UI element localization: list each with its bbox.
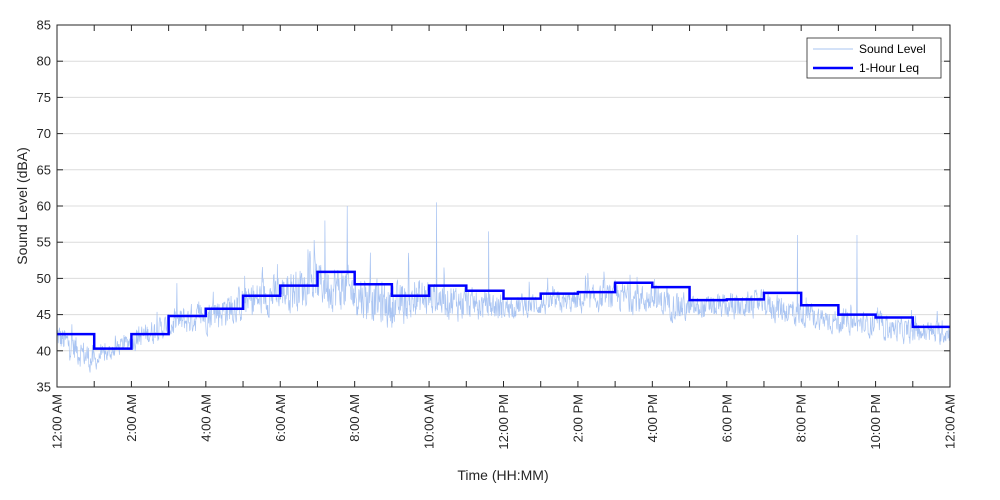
legend-box — [806, 37, 942, 79]
x-tick-label: 10:00 AM — [422, 394, 437, 449]
x-tick-label: 12:00 AM — [943, 394, 958, 449]
y-tick-label: 55 — [37, 235, 51, 250]
x-tick-label: 12:00 AM — [50, 394, 65, 449]
legend: Sound Level 1-Hour Leq — [806, 37, 942, 79]
x-tick-label: 2:00 PM — [570, 394, 585, 442]
y-axis-title: Sound Level (dBA) — [14, 147, 30, 265]
sound-level-series — [56, 202, 951, 373]
y-tick-label: 65 — [37, 162, 51, 177]
x-tick-labels: 12:00 AM 2:00 AM 4:00 AM 6:00 AM 8:00 AM 10:0… — [50, 394, 958, 450]
legend-label-leq: 1-Hour Leq — [859, 61, 919, 75]
y-tick-labels: 35 40 45 50 55 60 65 70 75 80 85 — [37, 18, 51, 395]
x-tick-label: 8:00 AM — [347, 394, 362, 442]
y-tick-label: 45 — [37, 307, 51, 322]
grid — [57, 60, 950, 352]
x-tick-label: 6:00 PM — [719, 394, 734, 442]
x-tick-label: 12:00 PM — [496, 394, 511, 450]
leq-step-line — [57, 270, 950, 350]
x-tick-label: 2:00 AM — [124, 394, 139, 442]
y-tick-label: 35 — [37, 380, 51, 395]
x-tick-label: 4:00 PM — [645, 394, 660, 442]
leq-series — [57, 270, 950, 350]
sound-level-line — [56, 202, 951, 373]
y-tick-label: 60 — [37, 199, 51, 214]
x-tick-label: 6:00 AM — [273, 394, 288, 442]
y-tick-label: 85 — [37, 18, 51, 33]
x-tick-label: 10:00 PM — [868, 394, 883, 450]
legend-label-sound-level: Sound Level — [859, 42, 926, 56]
plot-frame — [56, 24, 951, 388]
x-axis-title: Time (HH:MM) — [457, 467, 548, 483]
y-tick-label: 70 — [37, 126, 51, 141]
y-tick-label: 75 — [37, 90, 51, 105]
x-tick-label: 8:00 PM — [794, 394, 809, 442]
y-tick-label: 50 — [37, 271, 51, 286]
x-tick-label: 4:00 AM — [198, 394, 213, 442]
y-tick-label: 80 — [37, 54, 51, 69]
y-tick-label: 40 — [37, 343, 51, 358]
